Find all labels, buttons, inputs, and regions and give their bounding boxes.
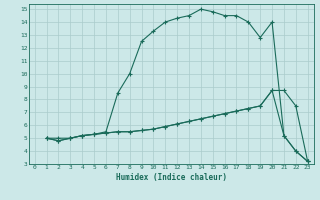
X-axis label: Humidex (Indice chaleur): Humidex (Indice chaleur) [116,173,227,182]
